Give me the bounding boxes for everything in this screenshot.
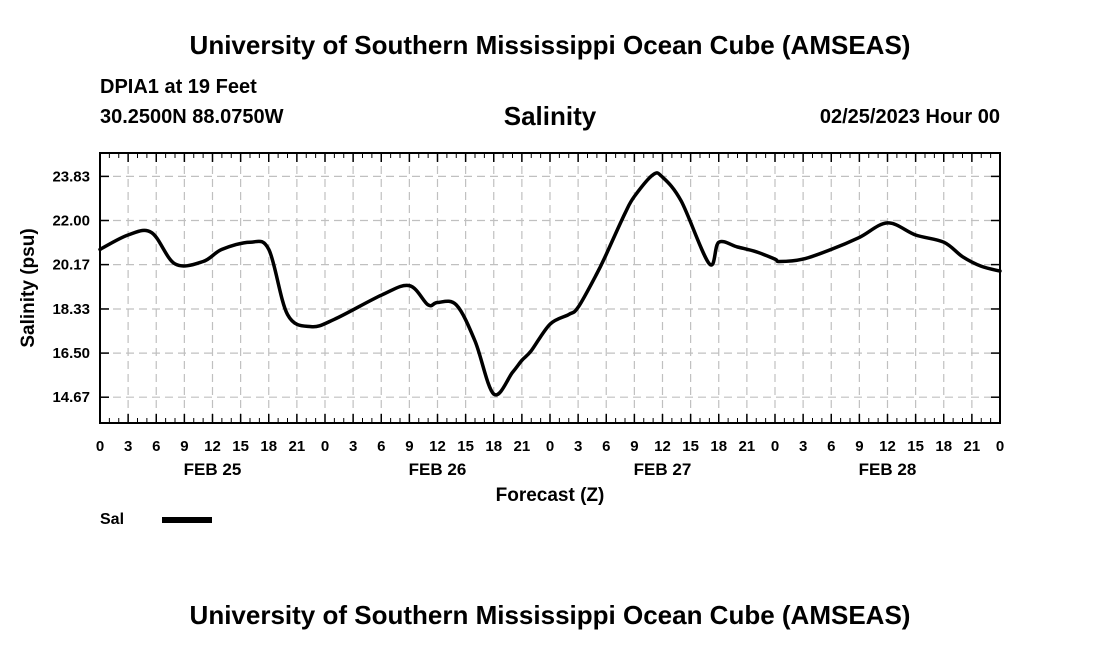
y-tick-label: 14.67 [52,389,90,406]
x-tick-label: 9 [630,438,638,455]
legend-line-swatch [162,517,212,523]
x-tick-label: 15 [682,438,699,455]
date-label: FEB 25 [184,460,242,479]
x-tick-label: 15 [907,438,924,455]
x-tick-label: 18 [260,438,277,455]
y-tick-label: 16.50 [52,345,90,362]
x-tick-label: 21 [964,438,981,455]
x-tick-label: 3 [349,438,357,455]
legend-label: Sal [100,511,125,528]
x-tick-label: 6 [827,438,835,455]
date-label: FEB 26 [409,460,467,479]
x-tick-label: 18 [935,438,952,455]
x-tick-label: 21 [514,438,531,455]
series [98,171,1002,397]
axis-labels: 0 3 6 9 12 15 18 21 0 3 6 9 12 15 18 21 0 3 6 9 12 15 18 21 0 3 6 9… [18,168,1004,506]
salinity-chart: 0 3 6 9 12 15 18 21 0 3 6 9 12 15 18 21 0 3 6 9 12 15 18 21 0 3 6 9… [18,152,1004,506]
y-tick-label: 22.00 [52,213,90,230]
x-tick-label: 9 [855,438,863,455]
x-tick-label: 6 [377,438,385,455]
x-tick-label: 0 [771,438,779,455]
x-tick-label: 0 [96,438,104,455]
x-tick-label: 3 [124,438,132,455]
y-tick-label: 20.17 [52,257,90,274]
x-tick-label: 9 [180,438,188,455]
chart-title: Salinity [503,101,597,131]
x-tick-label: 0 [996,438,1004,455]
x-tick-label: 3 [799,438,807,455]
plot-frame [99,152,1001,424]
x-tick-label: 3 [574,438,582,455]
x-axis-title: Forecast (Z) [496,485,605,506]
coordinates-label: 30.2500N 88.0750W [100,106,284,128]
x-tick-label: 12 [654,438,671,455]
x-tick-label: 15 [457,438,474,455]
x-tick-label: 6 [152,438,160,455]
x-tick-label: 6 [602,438,610,455]
station-label: DPIA1 at 19 Feet [100,76,257,98]
x-tick-label: 15 [232,438,249,455]
x-tick-label: 12 [879,438,896,455]
x-tick-label: 18 [485,438,502,455]
y-tick-label: 18.33 [52,301,90,318]
y-axis-title: Salinity (psu) [18,228,39,347]
x-tick-label: 12 [429,438,446,455]
x-tick-label: 0 [546,438,554,455]
run-time-label: 02/25/2023 Hour 00 [819,106,1000,128]
x-tick-label: 12 [204,438,221,455]
date-label: FEB 27 [634,460,692,479]
series-line-sal [98,171,1002,397]
date-label: FEB 28 [859,460,917,479]
x-tick-label: 0 [321,438,329,455]
y-tick-label: 23.83 [52,168,90,185]
grid [100,153,1000,423]
x-tick-label: 18 [710,438,727,455]
x-tick-label: 9 [405,438,413,455]
x-tick-label: 21 [739,438,756,455]
x-tick-label: 21 [289,438,306,455]
footer-title: University of Southern Mississippi Ocean… [189,600,911,630]
page-title: University of Southern Mississippi Ocean… [189,30,911,60]
